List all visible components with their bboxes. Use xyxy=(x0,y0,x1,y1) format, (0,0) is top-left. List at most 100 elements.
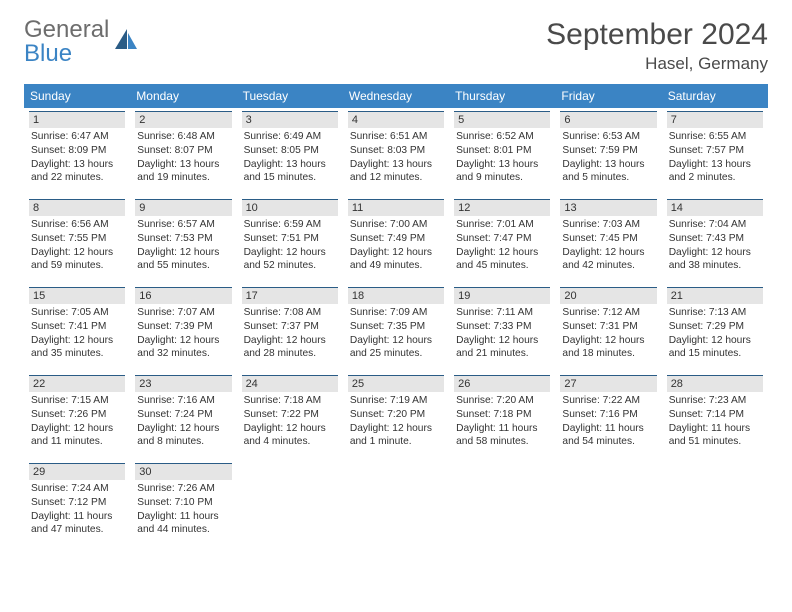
day-details: Sunrise: 7:04 AMSunset: 7:43 PMDaylight:… xyxy=(667,218,763,273)
calendar-cell: 14 Sunrise: 7:04 AMSunset: 7:43 PMDayligh… xyxy=(662,196,768,284)
calendar-cell: 18Sunrise: 7:09 AMSunset: 7:35 PMDayligh… xyxy=(343,284,449,372)
sunset-text: Sunset: 7:18 PM xyxy=(456,408,548,422)
calendar-cell: 8Sunrise: 6:56 AMSunset: 7:55 PMDaylight… xyxy=(24,196,130,284)
weekday-header: Monday xyxy=(130,84,236,108)
day-details: Sunrise: 6:55 AMSunset: 7:57 PMDaylight:… xyxy=(667,130,763,185)
daylight-text: Daylight: 11 hours and 51 minutes. xyxy=(669,422,761,450)
sunrise-text: Sunrise: 7:13 AM xyxy=(669,306,761,320)
day-number: 24 xyxy=(242,375,338,392)
day-number: 28 xyxy=(667,375,763,392)
daylight-text: Daylight: 13 hours and 19 minutes. xyxy=(137,158,229,186)
calendar-cell: 29Sunrise: 7:24 AMSunset: 7:12 PMDayligh… xyxy=(24,460,130,548)
sunrise-text: Sunrise: 7:23 AM xyxy=(669,394,761,408)
day-number: 1 xyxy=(29,111,125,128)
day-details: Sunrise: 7:15 AMSunset: 7:26 PMDaylight:… xyxy=(29,394,125,449)
day-details: Sunrise: 7:07 AMSunset: 7:39 PMDaylight:… xyxy=(135,306,231,361)
calendar-cell: 25Sunrise: 7:19 AMSunset: 7:20 PMDayligh… xyxy=(343,372,449,460)
day-number: 29 xyxy=(29,463,125,480)
day-number: 2 xyxy=(135,111,231,128)
month-title: September 2024 xyxy=(546,18,768,52)
day-number: 17 xyxy=(242,287,338,304)
sunrise-text: Sunrise: 7:12 AM xyxy=(562,306,654,320)
daylight-text: Daylight: 12 hours and 25 minutes. xyxy=(350,334,442,362)
day-number: 20 xyxy=(560,287,656,304)
day-number: 4 xyxy=(348,111,444,128)
sunrise-text: Sunrise: 7:05 AM xyxy=(31,306,123,320)
sunrise-text: Sunrise: 6:48 AM xyxy=(137,130,229,144)
daylight-text: Daylight: 12 hours and 1 minute. xyxy=(350,422,442,450)
day-number: 16 xyxy=(135,287,231,304)
day-details: Sunrise: 7:22 AMSunset: 7:16 PMDaylight:… xyxy=(560,394,656,449)
daylight-text: Daylight: 12 hours and 35 minutes. xyxy=(31,334,123,362)
daylight-text: Daylight: 12 hours and 28 minutes. xyxy=(244,334,336,362)
daylight-text: Daylight: 13 hours and 12 minutes. xyxy=(350,158,442,186)
daylight-text: Daylight: 12 hours and 32 minutes. xyxy=(137,334,229,362)
sunset-text: Sunset: 7:53 PM xyxy=(137,232,229,246)
calendar-row: 29Sunrise: 7:24 AMSunset: 7:12 PMDayligh… xyxy=(24,460,768,548)
sunrise-text: Sunrise: 7:08 AM xyxy=(244,306,336,320)
calendar-cell: 3Sunrise: 6:49 AMSunset: 8:05 PMDaylight… xyxy=(237,108,343,196)
sunset-text: Sunset: 7:29 PM xyxy=(669,320,761,334)
day-details: Sunrise: 6:47 AMSunset: 8:09 PMDaylight:… xyxy=(29,130,125,185)
daylight-text: Daylight: 12 hours and 38 minutes. xyxy=(669,246,761,274)
day-number: 11 xyxy=(348,199,444,216)
weekday-header: Wednesday xyxy=(343,84,449,108)
location-label: Hasel, Germany xyxy=(546,54,768,74)
day-number: 14 xyxy=(667,199,763,216)
day-details: Sunrise: 6:48 AMSunset: 8:07 PMDaylight:… xyxy=(135,130,231,185)
weekday-header: Saturday xyxy=(662,84,768,108)
calendar-cell: 4 Sunrise: 6:51 AMSunset: 8:03 PMDaylight… xyxy=(343,108,449,196)
calendar-cell: 15Sunrise: 7:05 AMSunset: 7:41 PMDayligh… xyxy=(24,284,130,372)
calendar-cell: 2 Sunrise: 6:48 AMSunset: 8:07 PMDaylight… xyxy=(130,108,236,196)
sunrise-text: Sunrise: 6:49 AM xyxy=(244,130,336,144)
sunset-text: Sunset: 7:16 PM xyxy=(562,408,654,422)
day-details: Sunrise: 7:08 AMSunset: 7:37 PMDaylight:… xyxy=(242,306,338,361)
logo: General Blue xyxy=(24,18,139,66)
daylight-text: Daylight: 12 hours and 11 minutes. xyxy=(31,422,123,450)
daylight-text: Daylight: 13 hours and 15 minutes. xyxy=(244,158,336,186)
day-details: Sunrise: 6:51 AMSunset: 8:03 PMDaylight:… xyxy=(348,130,444,185)
sunset-text: Sunset: 7:51 PM xyxy=(244,232,336,246)
sunrise-text: Sunrise: 7:04 AM xyxy=(669,218,761,232)
day-number: 26 xyxy=(454,375,550,392)
day-details: Sunrise: 7:05 AMSunset: 7:41 PMDaylight:… xyxy=(29,306,125,361)
daylight-text: Daylight: 12 hours and 45 minutes. xyxy=(456,246,548,274)
sunset-text: Sunset: 7:20 PM xyxy=(350,408,442,422)
sunrise-text: Sunrise: 6:53 AM xyxy=(562,130,654,144)
daylight-text: Daylight: 12 hours and 8 minutes. xyxy=(137,422,229,450)
calendar-cell: 23Sunrise: 7:16 AMSunset: 7:24 PMDayligh… xyxy=(130,372,236,460)
daylight-text: Daylight: 11 hours and 47 minutes. xyxy=(31,510,123,538)
sunrise-text: Sunrise: 7:09 AM xyxy=(350,306,442,320)
calendar-cell xyxy=(662,460,768,548)
weekday-header: Tuesday xyxy=(237,84,343,108)
sunset-text: Sunset: 7:45 PM xyxy=(562,232,654,246)
calendar-cell: 20Sunrise: 7:12 AMSunset: 7:31 PMDayligh… xyxy=(555,284,661,372)
day-details: Sunrise: 7:09 AMSunset: 7:35 PMDaylight:… xyxy=(348,306,444,361)
sunset-text: Sunset: 7:35 PM xyxy=(350,320,442,334)
sunrise-text: Sunrise: 7:16 AM xyxy=(137,394,229,408)
daylight-text: Daylight: 11 hours and 54 minutes. xyxy=(562,422,654,450)
day-number: 5 xyxy=(454,111,550,128)
calendar-cell: 28Sunrise: 7:23 AMSunset: 7:14 PMDayligh… xyxy=(662,372,768,460)
day-number: 6 xyxy=(560,111,656,128)
sunset-text: Sunset: 7:33 PM xyxy=(456,320,548,334)
sunset-text: Sunset: 7:59 PM xyxy=(562,144,654,158)
day-details: Sunrise: 7:00 AMSunset: 7:49 PMDaylight:… xyxy=(348,218,444,273)
weekday-header: Sunday xyxy=(24,84,130,108)
calendar-cell xyxy=(343,460,449,548)
sunset-text: Sunset: 7:49 PM xyxy=(350,232,442,246)
day-number: 3 xyxy=(242,111,338,128)
calendar-row: 15Sunrise: 7:05 AMSunset: 7:41 PMDayligh… xyxy=(24,284,768,372)
day-number: 27 xyxy=(560,375,656,392)
logo-line2: Blue xyxy=(24,40,72,67)
daylight-text: Daylight: 13 hours and 9 minutes. xyxy=(456,158,548,186)
calendar-body: 1 Sunrise: 6:47 AMSunset: 8:09 PMDaylight… xyxy=(24,108,768,548)
day-number: 22 xyxy=(29,375,125,392)
sunrise-text: Sunrise: 7:01 AM xyxy=(456,218,548,232)
sunrise-text: Sunrise: 6:57 AM xyxy=(137,218,229,232)
day-details: Sunrise: 7:18 AMSunset: 7:22 PMDaylight:… xyxy=(242,394,338,449)
daylight-text: Daylight: 11 hours and 58 minutes. xyxy=(456,422,548,450)
day-number: 7 xyxy=(667,111,763,128)
sunrise-text: Sunrise: 7:18 AM xyxy=(244,394,336,408)
daylight-text: Daylight: 13 hours and 5 minutes. xyxy=(562,158,654,186)
